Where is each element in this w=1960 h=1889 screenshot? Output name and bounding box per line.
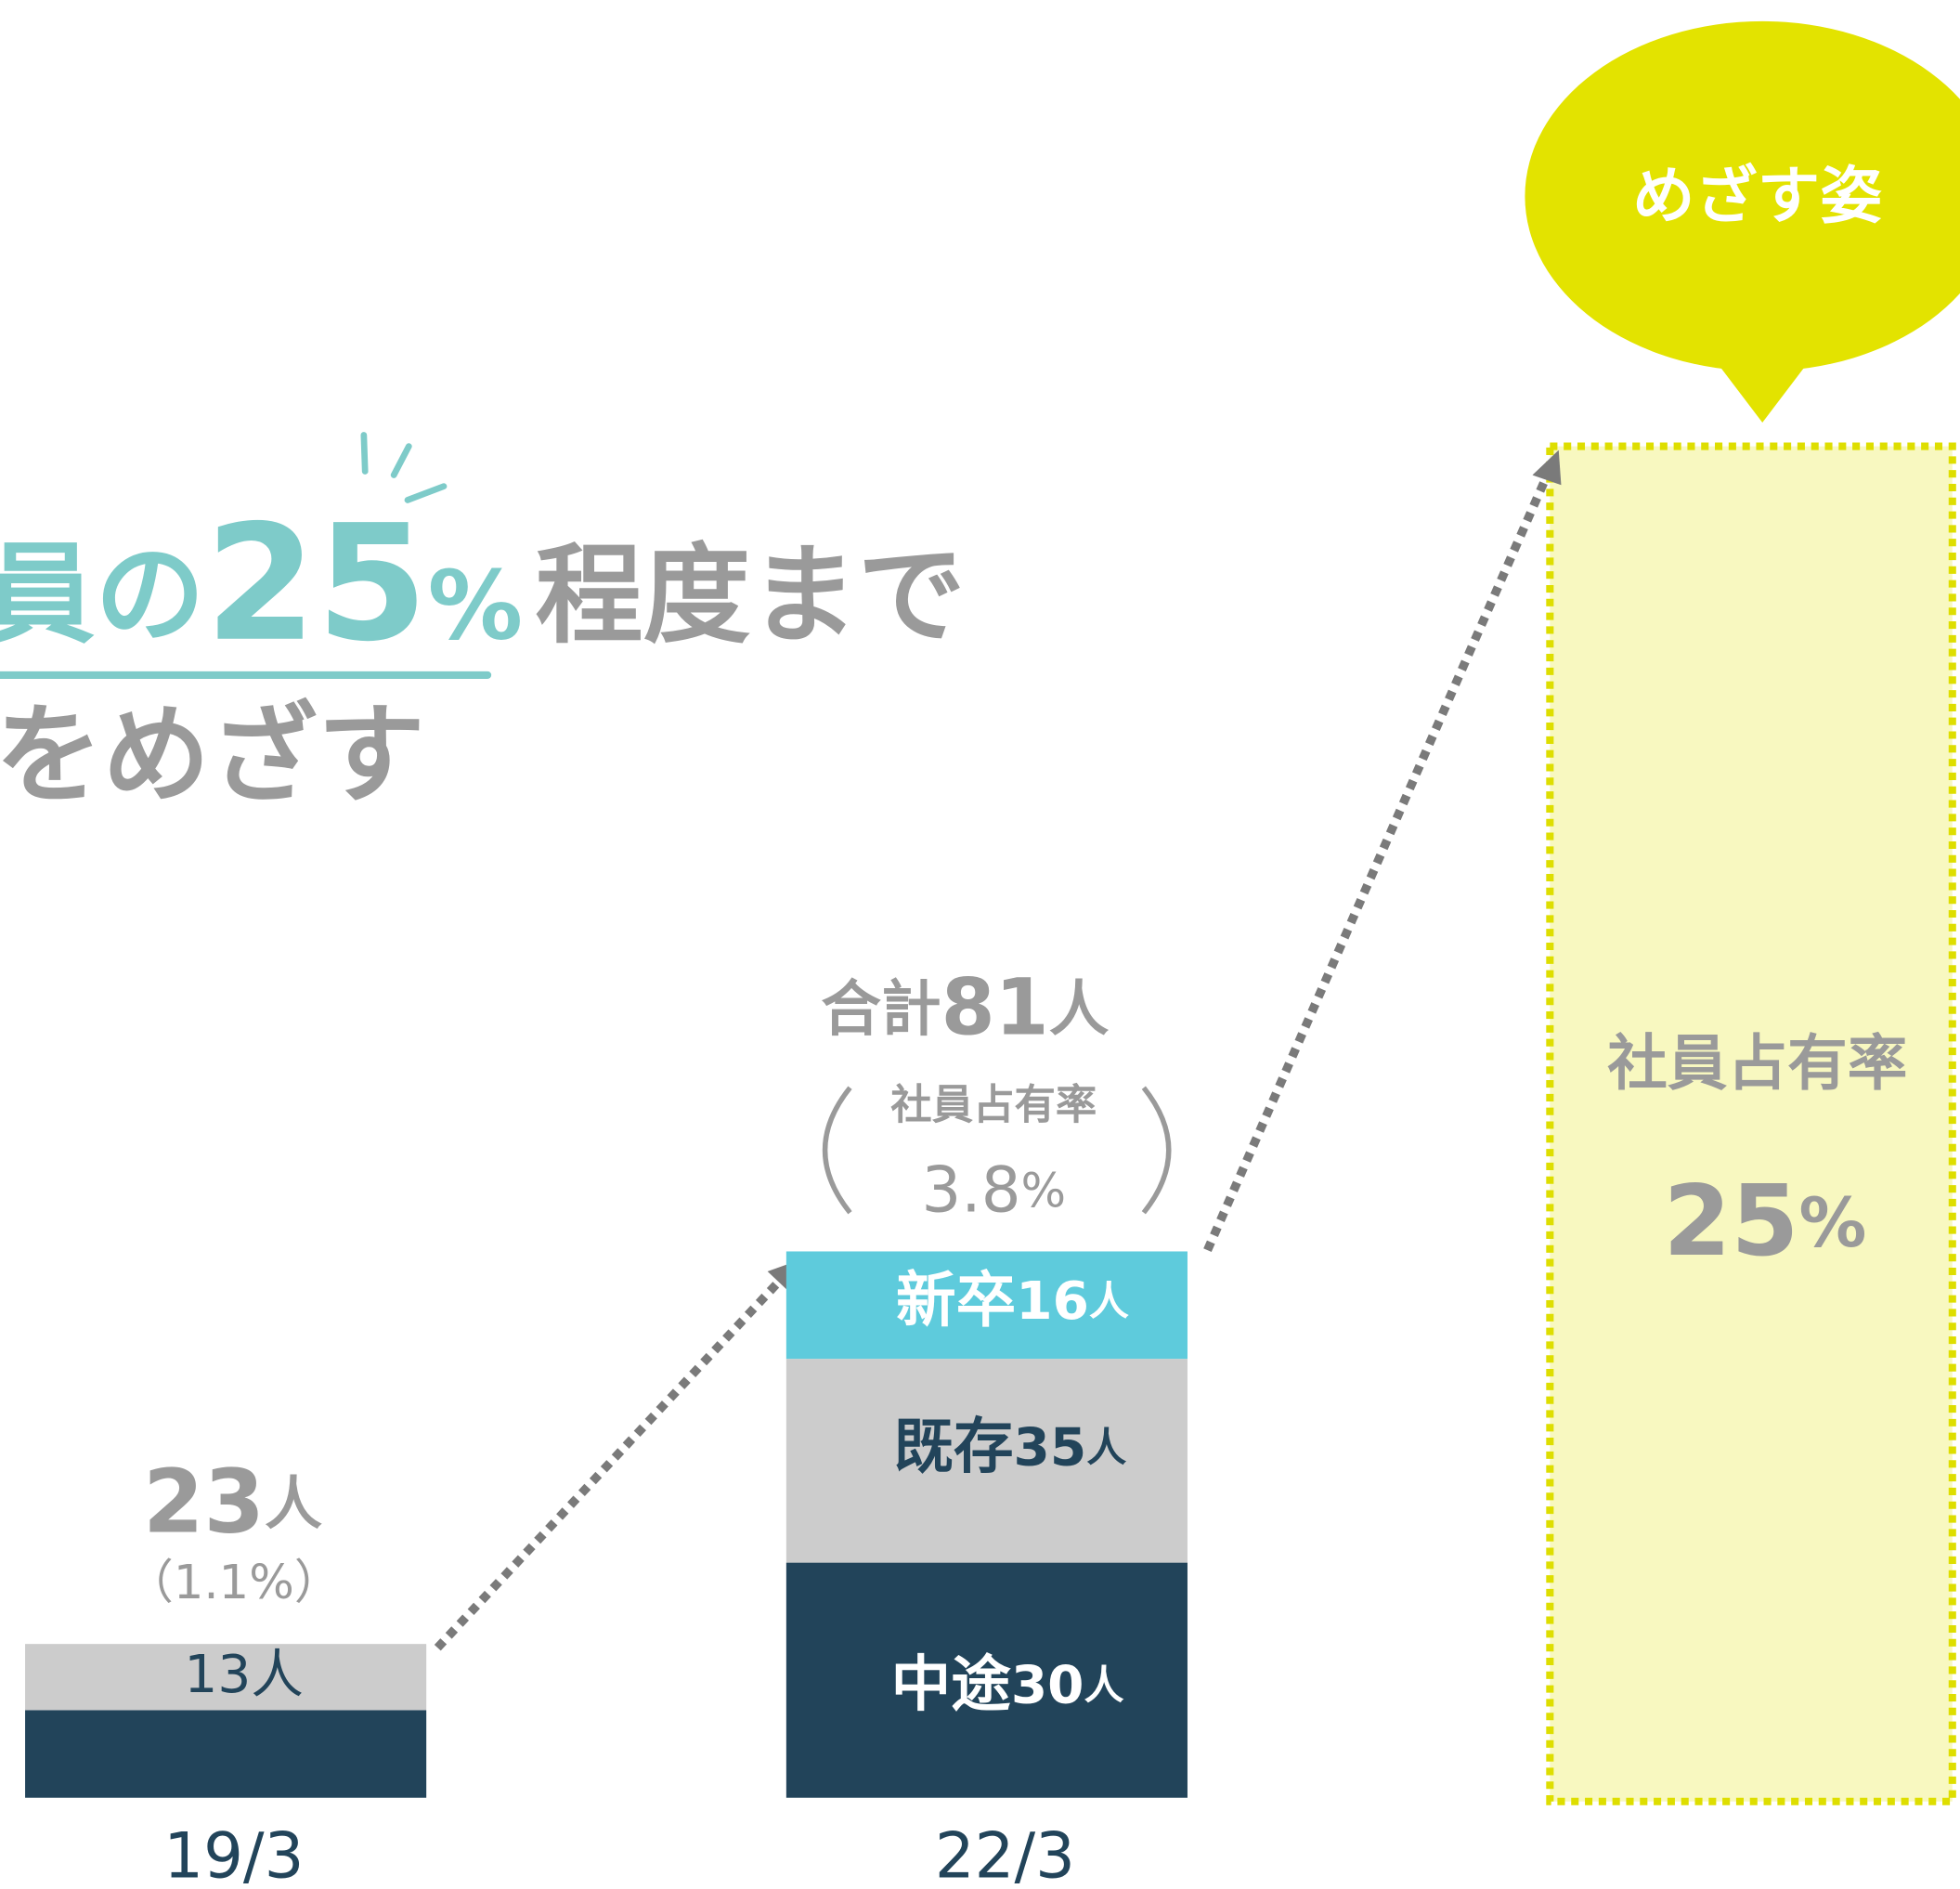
sparkle (360, 432, 448, 503)
bar-segment (785, 1251, 1188, 1360)
segment-name: 既存 (893, 1412, 1013, 1481)
bar-segment (785, 1359, 1188, 1563)
headline-line2: をめざす (0, 694, 425, 818)
segment-unit: 人 (1086, 1425, 1126, 1471)
share-label: 社員占有率 (890, 1082, 1097, 1129)
target-box (1546, 442, 1956, 1805)
segment-label: 中途30人 (891, 1649, 1124, 1719)
total-prefix: 合計 (821, 974, 941, 1044)
segment-name: 中途 (891, 1649, 1012, 1719)
segment-value: 16 (1016, 1271, 1089, 1332)
headline-number: 25 (205, 490, 428, 677)
bar-total: 合計81人 (821, 962, 1109, 1052)
speech-bubble (1525, 20, 1960, 371)
x-label: 22/3 (935, 1820, 1075, 1889)
bubble-tail (1715, 359, 1811, 423)
target-share-value: 25 (1663, 1165, 1798, 1278)
target-share: 25% (1663, 1165, 1866, 1278)
bar-total: 23人 (143, 1452, 322, 1553)
headline-unit: % (428, 551, 523, 661)
sparkle-line (390, 443, 412, 478)
segment-unit: 人 (1084, 1662, 1124, 1709)
headline-prefix: 員の (0, 530, 205, 658)
arrow-line (434, 1274, 786, 1651)
bubble-text: めざす姿 (1632, 160, 1882, 232)
headline-line1: 員の25% 程度まで (0, 490, 966, 677)
segment-unit: 人 (1089, 1279, 1129, 1325)
sparkle-line (360, 432, 369, 475)
share-value: 3.8 (921, 1153, 1020, 1226)
segment-name: 新卒 (896, 1266, 1016, 1335)
target-share-unit: % (1799, 1185, 1867, 1263)
segment-label: 既存35人 (893, 1412, 1126, 1481)
paren-right (1141, 1086, 1172, 1215)
paren-left (823, 1086, 852, 1215)
segment-label: 13人 (184, 1645, 303, 1705)
total-value: 81 (941, 962, 1049, 1052)
total-unit: 人 (1049, 974, 1110, 1044)
sparkle-line (404, 483, 448, 503)
segment-value: 35 (1014, 1417, 1087, 1478)
bar-segment (25, 1644, 427, 1711)
arrow-head (1532, 449, 1562, 486)
bar-segment (785, 1562, 1188, 1798)
total-value: 23 (143, 1452, 265, 1553)
total-unit: 人 (265, 1471, 322, 1538)
bar-share: 3.8% (921, 1153, 1066, 1226)
segment-label: 新卒16人 (896, 1266, 1129, 1335)
x-label: 19/3 (163, 1820, 304, 1889)
arrows (434, 478, 1550, 1651)
bar-segment (25, 1710, 427, 1798)
bar-share: （1.1%） (126, 1556, 342, 1610)
arrow-line (1203, 478, 1550, 1253)
headline-suffix: 程度まで (536, 534, 966, 658)
segment-value: 30 (1011, 1655, 1084, 1715)
target-share-label: 社員占有率 (1607, 1029, 1907, 1099)
share-unit: % (1021, 1165, 1067, 1219)
